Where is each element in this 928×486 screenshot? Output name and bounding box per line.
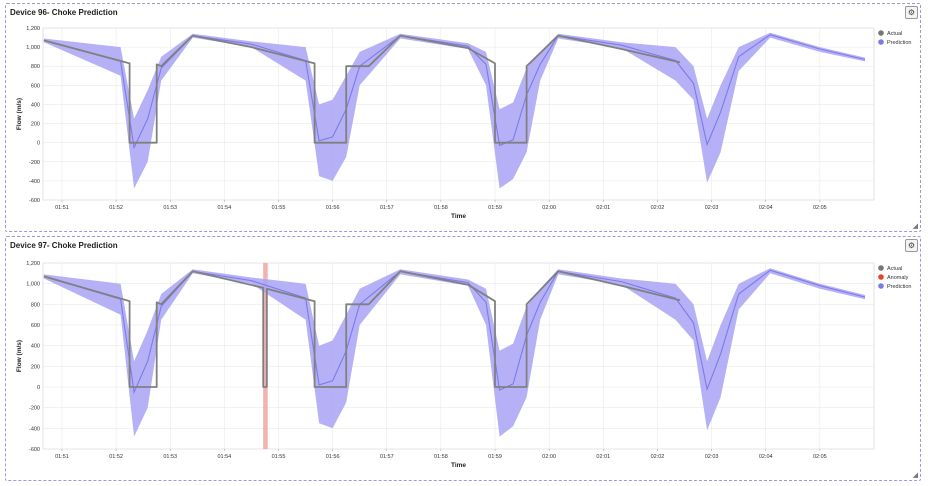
- y-tick-label: 600: [31, 83, 40, 89]
- x-tick-label: 01:58: [434, 205, 448, 211]
- x-tick-label: 02:03: [705, 454, 719, 460]
- panel-device-97: Device 97- Choke Prediction ⚙ -600 -400 -2…: [5, 236, 921, 481]
- x-tick-label: 02:04: [759, 454, 773, 460]
- x-tick-label: 01:52: [109, 454, 123, 460]
- legend-marker: [878, 265, 884, 271]
- x-tick-label: 01:51: [55, 205, 69, 211]
- x-tick-label: 01:54: [217, 454, 231, 460]
- legend-label: Actual: [887, 266, 902, 272]
- x-tick-label: 01:55: [272, 454, 286, 460]
- y-tick-label: 0: [37, 385, 40, 391]
- x-tick-label: 02:01: [596, 454, 610, 460]
- x-tick-label: 01:53: [163, 454, 177, 460]
- x-tick-label: 01:59: [488, 454, 502, 460]
- x-tick-label: 02:05: [813, 454, 827, 460]
- gear-icon[interactable]: ⚙: [905, 239, 918, 252]
- y-tick-label: -200: [29, 406, 40, 412]
- x-axis-title: Time: [451, 213, 466, 220]
- x-tick-label: 01:57: [380, 454, 394, 460]
- y-tick-label: 1,000: [26, 45, 40, 51]
- actual-line: [43, 34, 681, 144]
- x-tick-label: 02:01: [596, 205, 610, 211]
- y-tick-label: -400: [29, 426, 40, 432]
- x-tick-label: 01:53: [163, 205, 177, 211]
- y-tick-label: -200: [29, 160, 40, 166]
- y-axis-title: Flow (m/s): [16, 340, 23, 372]
- legend-marker: [878, 39, 884, 45]
- y-tick-label: -600: [29, 198, 40, 204]
- x-tick-label: 01:55: [272, 205, 286, 211]
- y-tick-label: -600: [29, 447, 40, 453]
- legend-marker: [878, 30, 884, 36]
- x-tick-label: 02:02: [651, 454, 665, 460]
- y-tick-label: 400: [31, 102, 40, 108]
- y-tick-label: 200: [31, 364, 40, 370]
- legend-marker: [878, 283, 884, 289]
- x-tick-label: 01:57: [380, 205, 394, 211]
- x-tick-label: 02:05: [813, 205, 827, 211]
- x-tick-label: 02:02: [651, 205, 665, 211]
- x-tick-label: 01:56: [326, 205, 340, 211]
- chart-device-97: -600 -400 -200 0 200 400 600 800 1,000 1,200 01:51…: [16, 261, 911, 469]
- resize-handle-icon[interactable]: ◢: [912, 223, 918, 230]
- resize-handle-icon[interactable]: ◢: [912, 472, 918, 479]
- x-axis-title: Time: [451, 462, 466, 469]
- x-tick-label: 02:00: [542, 454, 556, 460]
- prediction-band: [43, 268, 865, 437]
- x-tick-label: 02:00: [542, 205, 556, 211]
- x-tick-label: 02:04: [759, 205, 773, 211]
- x-tick-label: 01:52: [109, 205, 123, 211]
- chart-device-96: -600 -400 -200 0 200 400 600 800 1,000 1,200 01:51…: [16, 26, 911, 220]
- legend-label: Actual: [887, 31, 902, 37]
- x-tick-label: 01:51: [55, 454, 69, 460]
- panel-device-96: Device 96- Choke Prediction ⚙ -600 -400 -2…: [5, 3, 921, 232]
- actual-line: [43, 270, 681, 388]
- y-tick-label: -400: [29, 179, 40, 185]
- y-tick-label: 200: [31, 122, 40, 128]
- legend-label: Prediction: [887, 40, 911, 46]
- panel-title: Device 97- Choke Prediction: [10, 241, 118, 250]
- x-tick-label: 01:54: [217, 205, 231, 211]
- y-tick-label: 0: [37, 141, 40, 147]
- legend-marker: [878, 274, 884, 280]
- legend-label: Prediction: [887, 284, 911, 290]
- y-axis-title: Flow (m/s): [16, 98, 23, 130]
- y-tick-label: 1,000: [26, 282, 40, 288]
- gear-icon[interactable]: ⚙: [905, 6, 918, 19]
- anomaly-band: [263, 263, 268, 449]
- x-tick-label: 01:56: [326, 454, 340, 460]
- y-tick-label: 400: [31, 344, 40, 350]
- x-tick-label: 01:59: [488, 205, 502, 211]
- prediction-band: [43, 32, 865, 189]
- y-tick-label: 1,200: [26, 26, 40, 32]
- panel-title: Device 96- Choke Prediction: [10, 8, 118, 17]
- y-tick-label: 800: [31, 302, 40, 308]
- x-tick-label: 01:58: [434, 454, 448, 460]
- legend-label: Anomaly: [887, 275, 909, 281]
- y-tick-label: 1,200: [26, 261, 40, 267]
- x-tick-label: 02:03: [705, 205, 719, 211]
- y-tick-label: 600: [31, 323, 40, 329]
- y-tick-label: 800: [31, 64, 40, 70]
